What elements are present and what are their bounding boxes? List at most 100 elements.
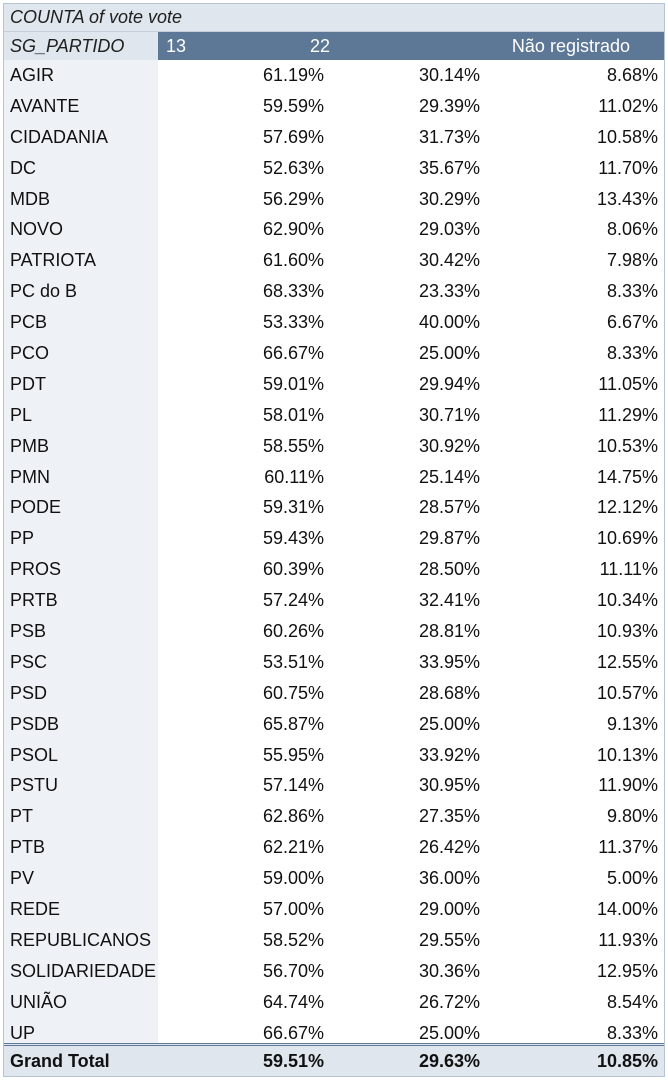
pivot-title-row: COUNTA of vote vote <box>4 4 664 32</box>
table-row: AVANTE 59.59% 29.39% 11.02% <box>4 90 664 122</box>
table-row: PT 62.86% 27.35% 9.80% <box>4 801 664 833</box>
value-22-cell: 30.14% <box>418 64 480 85</box>
value-13-cell: 58.52% <box>262 929 324 950</box>
value-13-cell: 66.67% <box>262 342 324 363</box>
table-row: PMB 58.55% 30.92% 10.53% <box>4 430 664 462</box>
party-cell: PT <box>4 801 158 833</box>
value-22-cell: 28.68% <box>418 682 480 703</box>
party-cell: CIDADANIA <box>4 121 158 153</box>
party-cell: MDB <box>4 183 158 215</box>
grand-total-13: 59.51% <box>262 1050 324 1071</box>
value-13-cell: 56.29% <box>262 188 324 209</box>
party-cell: PRTB <box>4 585 158 617</box>
table-row: PSB 60.26% 28.81% 10.93% <box>4 616 664 647</box>
value-nao-registrado-cell: 9.13% <box>606 713 658 734</box>
value-22-cell: 30.92% <box>418 435 480 456</box>
column-header-13[interactable]: 13 <box>166 35 187 56</box>
value-nao-registrado-cell: 8.33% <box>606 1022 658 1043</box>
value-nao-registrado-cell: 10.93% <box>596 620 658 641</box>
value-22-cell: 25.00% <box>418 713 480 734</box>
value-nao-registrado-cell: 6.67% <box>606 312 658 333</box>
value-13-cell: 57.69% <box>262 126 324 147</box>
value-13-cell: 60.11% <box>264 466 324 487</box>
value-nao-registrado-cell: 11.37% <box>598 837 658 858</box>
party-cell: AGIR <box>4 60 158 91</box>
value-13-cell: 52.63% <box>262 157 324 178</box>
value-nao-registrado-cell: 11.70% <box>598 157 658 178</box>
value-13-cell: 59.00% <box>262 868 324 889</box>
party-cell: PROS <box>4 554 158 586</box>
value-22-cell: 40.00% <box>418 312 480 333</box>
table-row: PODE 59.31% 28.57% 12.12% <box>4 492 664 524</box>
table-row: PCB 53.33% 40.00% 6.67% <box>4 307 664 339</box>
value-nao-registrado-cell: 11.90% <box>598 775 658 796</box>
table-row: PROS 60.39% 28.50% 11.11% <box>4 554 664 586</box>
value-22-cell: 23.33% <box>418 281 480 302</box>
value-22-cell: 30.71% <box>418 404 480 425</box>
table-row: PMN 60.11% 25.14% 14.75% <box>4 461 664 493</box>
party-cell: PCB <box>4 307 158 339</box>
value-13-cell: 56.70% <box>262 960 324 981</box>
party-cell: UNIÃO <box>4 986 158 1018</box>
value-13-cell: 59.01% <box>262 373 324 394</box>
table-row: UNIÃO 64.74% 26.72% 8.54% <box>4 986 664 1018</box>
value-13-cell: 59.43% <box>262 528 324 549</box>
party-cell: PSOL <box>4 739 158 771</box>
value-nao-registrado-cell: 8.33% <box>606 281 658 302</box>
value-13-cell: 62.86% <box>262 806 324 827</box>
value-22-cell: 29.39% <box>418 95 480 116</box>
value-nao-registrado-cell: 8.68% <box>606 64 658 85</box>
table-row: REDE 57.00% 29.00% 14.00% <box>4 894 664 925</box>
pivot-table: COUNTA of vote vote SG_PARTIDO 13 22 Não… <box>3 3 665 1077</box>
party-cell: PSDB <box>4 708 158 740</box>
value-22-cell: 29.03% <box>418 219 480 240</box>
table-row: PSC 53.51% 33.95% 12.55% <box>4 646 664 678</box>
pivot-body: AGIR 61.19% 30.14% 8.68% AVANTE 59.59% 29.39% 1… <box>4 60 664 1049</box>
value-13-cell: 57.14% <box>262 775 324 796</box>
table-row: NOVO 62.90% 29.03% 8.06% <box>4 214 664 246</box>
party-cell: PSD <box>4 677 158 709</box>
value-13-cell: 62.21% <box>262 837 324 858</box>
value-nao-registrado-cell: 11.02% <box>598 95 658 116</box>
party-cell: PV <box>4 863 158 895</box>
value-nao-registrado-cell: 10.34% <box>596 590 658 611</box>
grand-total-row: Grand Total 59.51% 29.63% 10.85% <box>4 1043 664 1076</box>
pivot-header-row: SG_PARTIDO 13 22 Não registrado <box>4 32 664 60</box>
value-22-cell: 32.41% <box>418 590 480 611</box>
table-row: PCO 66.67% 25.00% 8.33% <box>4 338 664 369</box>
table-row: CIDADANIA 57.69% 31.73% 10.58% <box>4 121 664 153</box>
value-13-cell: 58.55% <box>262 435 324 456</box>
value-22-cell: 26.72% <box>418 991 480 1012</box>
row-header-sg-partido[interactable]: SG_PARTIDO <box>4 32 158 60</box>
value-22-cell: 33.92% <box>418 744 480 765</box>
value-13-cell: 53.33% <box>262 312 324 333</box>
column-header-22[interactable]: 22 <box>310 35 331 56</box>
value-22-cell: 30.29% <box>418 188 480 209</box>
value-13-cell: 66.67% <box>262 1022 324 1043</box>
value-nao-registrado-cell: 14.75% <box>596 466 658 487</box>
value-22-cell: 28.81% <box>418 620 480 641</box>
value-nao-registrado-cell: 11.93% <box>598 929 658 950</box>
value-13-cell: 57.24% <box>262 590 324 611</box>
table-row: PP 59.43% 29.87% 10.69% <box>4 523 664 555</box>
party-cell: PC do B <box>4 276 158 308</box>
value-13-cell: 60.26% <box>262 620 324 641</box>
value-nao-registrado-cell: 12.95% <box>596 960 658 981</box>
value-nao-registrado-cell: 11.29% <box>598 404 658 425</box>
value-22-cell: 29.87% <box>418 528 480 549</box>
value-nao-registrado-cell: 11.11% <box>599 559 658 580</box>
value-22-cell: 25.00% <box>418 1022 480 1043</box>
party-cell: PSB <box>4 616 158 647</box>
value-13-cell: 60.75% <box>262 682 324 703</box>
value-nao-registrado-cell: 5.00% <box>606 868 658 889</box>
value-nao-registrado-cell: 10.53% <box>596 435 658 456</box>
value-nao-registrado-cell: 8.54% <box>606 991 658 1012</box>
value-13-cell: 57.00% <box>262 898 324 919</box>
party-cell: REPUBLICANOS <box>4 924 158 956</box>
table-row: MDB 56.29% 30.29% 13.43% <box>4 183 664 215</box>
table-row: PSOL 55.95% 33.92% 10.13% <box>4 739 664 771</box>
value-nao-registrado-cell: 8.06% <box>606 219 658 240</box>
value-nao-registrado-cell: 9.80% <box>606 806 658 827</box>
column-header-nao-registrado[interactable]: Não registrado <box>511 35 630 56</box>
value-13-cell: 64.74% <box>262 991 324 1012</box>
